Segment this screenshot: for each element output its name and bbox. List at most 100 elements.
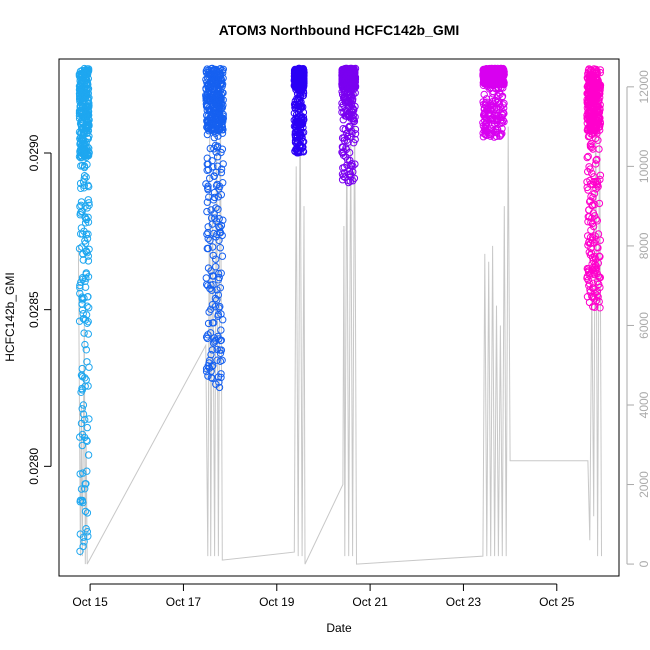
- data-point: [498, 92, 507, 101]
- data-point: [76, 77, 84, 85]
- chart-title: ATOM3 Northbound HCFC142b_GMI: [219, 22, 460, 38]
- data-point: [589, 222, 598, 231]
- data-point: [83, 358, 91, 366]
- data-point: [596, 175, 604, 184]
- data-point: [78, 405, 86, 413]
- data-point: [216, 346, 224, 354]
- x-axis-label: Date: [326, 621, 352, 635]
- y-right-tick-label: 4000: [637, 391, 650, 418]
- data-point: [208, 94, 216, 102]
- data-point: [212, 122, 221, 130]
- data-point: [594, 244, 602, 252]
- data-point: [345, 112, 353, 121]
- data-point: [585, 282, 593, 290]
- data-point: [81, 340, 89, 349]
- data-point: [485, 80, 494, 89]
- data-point: [590, 116, 598, 124]
- data-point: [346, 177, 354, 185]
- data-point: [202, 367, 211, 376]
- series-6: [583, 65, 605, 312]
- data-point: [590, 89, 598, 97]
- data-point: [208, 163, 217, 171]
- data-point: [83, 528, 92, 536]
- x-tick-label: Oct 23: [446, 595, 482, 609]
- data-point: [596, 304, 604, 312]
- plot-frame: [58, 58, 620, 577]
- data-point: [213, 296, 221, 304]
- data-point: [595, 252, 603, 260]
- altitude-line-layer: [77, 86, 602, 565]
- data-point: [77, 224, 86, 232]
- data-point: [590, 173, 598, 181]
- data-point: [84, 213, 92, 222]
- data-point: [214, 90, 223, 99]
- data-point: [481, 130, 489, 139]
- data-point: [83, 319, 91, 327]
- data-point: [215, 96, 224, 104]
- data-point: [350, 81, 358, 89]
- data-point: [340, 136, 349, 145]
- y-right-tick-label: 2000: [637, 471, 650, 498]
- series-5: [479, 64, 508, 141]
- data-point: [216, 223, 224, 232]
- data-point: [206, 236, 214, 245]
- data-point: [207, 206, 215, 214]
- data-point: [596, 283, 604, 292]
- data-point: [81, 416, 89, 424]
- data-point: [584, 132, 593, 141]
- data-point: [84, 230, 92, 238]
- data-point: [585, 206, 593, 214]
- data-point: [293, 94, 301, 103]
- data-point: [80, 163, 89, 172]
- data-point: [293, 76, 302, 85]
- data-point: [345, 99, 353, 107]
- data-point: [593, 291, 601, 299]
- data-point: [293, 144, 301, 153]
- data-point: [203, 334, 212, 343]
- data-point: [207, 373, 216, 382]
- data-point: [351, 160, 359, 168]
- data-point: [76, 202, 84, 211]
- data-point: [78, 497, 86, 505]
- data-point: [592, 156, 600, 164]
- data-point: [79, 275, 87, 283]
- data-point: [498, 111, 506, 119]
- data-point: [291, 117, 300, 126]
- data-point: [593, 103, 601, 112]
- data-point: [339, 151, 348, 160]
- y-right-tick-label: 0: [637, 560, 650, 567]
- data-point: [76, 289, 84, 298]
- data-point: [583, 111, 591, 119]
- data-point: [208, 286, 216, 294]
- data-point: [350, 67, 358, 76]
- data-point: [217, 370, 225, 378]
- data-point: [76, 108, 84, 116]
- data-point: [212, 233, 220, 241]
- data-point: [588, 292, 596, 301]
- data-point: [212, 263, 220, 271]
- data-point: [593, 217, 601, 225]
- data-point: [77, 109, 85, 118]
- data-point: [344, 178, 353, 187]
- data-points-layer: [75, 64, 605, 555]
- data-point: [216, 302, 224, 311]
- data-point: [479, 133, 488, 141]
- data-point: [82, 215, 91, 224]
- data-point: [78, 161, 87, 170]
- data-point: [480, 67, 489, 76]
- data-point: [293, 115, 301, 124]
- data-point: [587, 139, 595, 148]
- data-point: [206, 174, 214, 183]
- data-point: [344, 156, 352, 164]
- data-point: [204, 80, 213, 88]
- data-point: [586, 180, 595, 188]
- data-point: [208, 243, 217, 251]
- data-point: [85, 304, 93, 312]
- data-point: [217, 81, 225, 89]
- y-right-tick-label: 6000: [637, 312, 650, 339]
- data-point: [204, 185, 212, 194]
- data-point: [208, 346, 217, 354]
- data-point: [216, 357, 225, 365]
- data-point: [596, 253, 604, 261]
- data-point: [351, 125, 360, 134]
